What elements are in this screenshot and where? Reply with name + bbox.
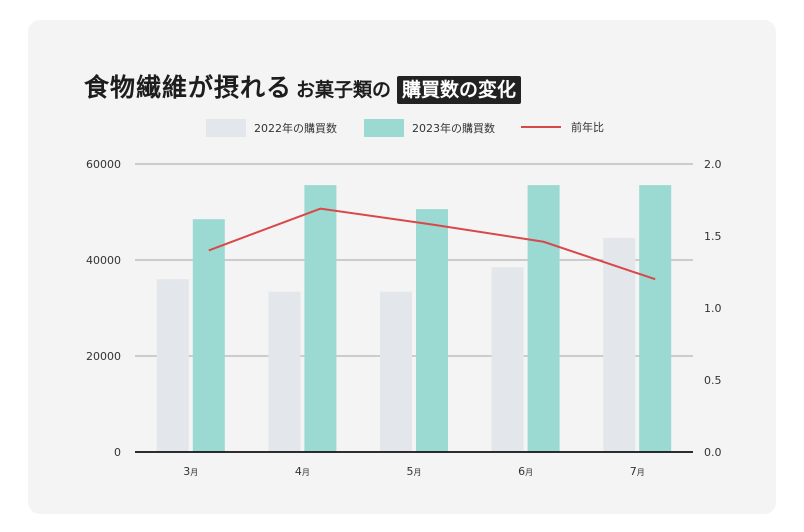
bar-2023 xyxy=(639,185,672,452)
bar-2023 xyxy=(527,185,560,452)
y-right-tick-label: 0.5 xyxy=(704,374,722,387)
title-sub: お菓子類の xyxy=(296,79,392,101)
legend-item-2023: 2023年の購買数 xyxy=(364,119,495,137)
y-right-tick-label: 2.0 xyxy=(704,158,722,171)
y-left-tick-label: 40000 xyxy=(86,254,121,267)
legend-label-2022: 2022年の購買数 xyxy=(254,122,337,135)
bar-2023 xyxy=(192,219,225,452)
y-right-tick-label: 1.0 xyxy=(704,302,722,315)
y-left-tick-label: 60000 xyxy=(86,158,121,171)
legend-label-2023: 2023年の購買数 xyxy=(412,122,495,135)
bar-2022 xyxy=(268,291,301,452)
bar-2022 xyxy=(380,291,412,452)
x-tick-label: 5月 xyxy=(407,465,422,478)
x-tick-label: 3月 xyxy=(183,465,198,478)
x-tick-label: 6月 xyxy=(518,465,533,478)
legend-swatch-2022 xyxy=(206,119,246,137)
x-tick-label: 4月 xyxy=(295,465,310,478)
legend-item-2022: 2022年の購買数 xyxy=(206,119,337,137)
bar-2022 xyxy=(156,279,189,452)
x-tick-label: 7月 xyxy=(630,465,645,478)
y-right-tick-label: 1.5 xyxy=(704,230,722,243)
legend: 2022年の購買数 2023年の購買数 前年比 xyxy=(0,119,804,139)
legend-item-ratio: 前年比 xyxy=(521,119,604,135)
y-left-tick-label: 0 xyxy=(114,446,121,459)
y-right-tick-label: 0.0 xyxy=(704,446,722,459)
bar-2023 xyxy=(416,209,448,452)
bar-2023 xyxy=(304,185,337,452)
chart-title: 食物繊維が摂れる お菓子類の 購買数の変化 xyxy=(84,68,522,104)
legend-swatch-2023 xyxy=(364,119,404,137)
bar-2022 xyxy=(603,237,636,452)
bar-2022 xyxy=(491,267,524,452)
title-main: 食物繊維が摂れる xyxy=(84,73,293,102)
title-highlight: 購買数の変化 xyxy=(397,76,522,104)
y-left-tick-label: 20000 xyxy=(86,350,121,363)
legend-swatch-ratio xyxy=(521,126,561,128)
legend-label-ratio: 前年比 xyxy=(571,121,604,134)
